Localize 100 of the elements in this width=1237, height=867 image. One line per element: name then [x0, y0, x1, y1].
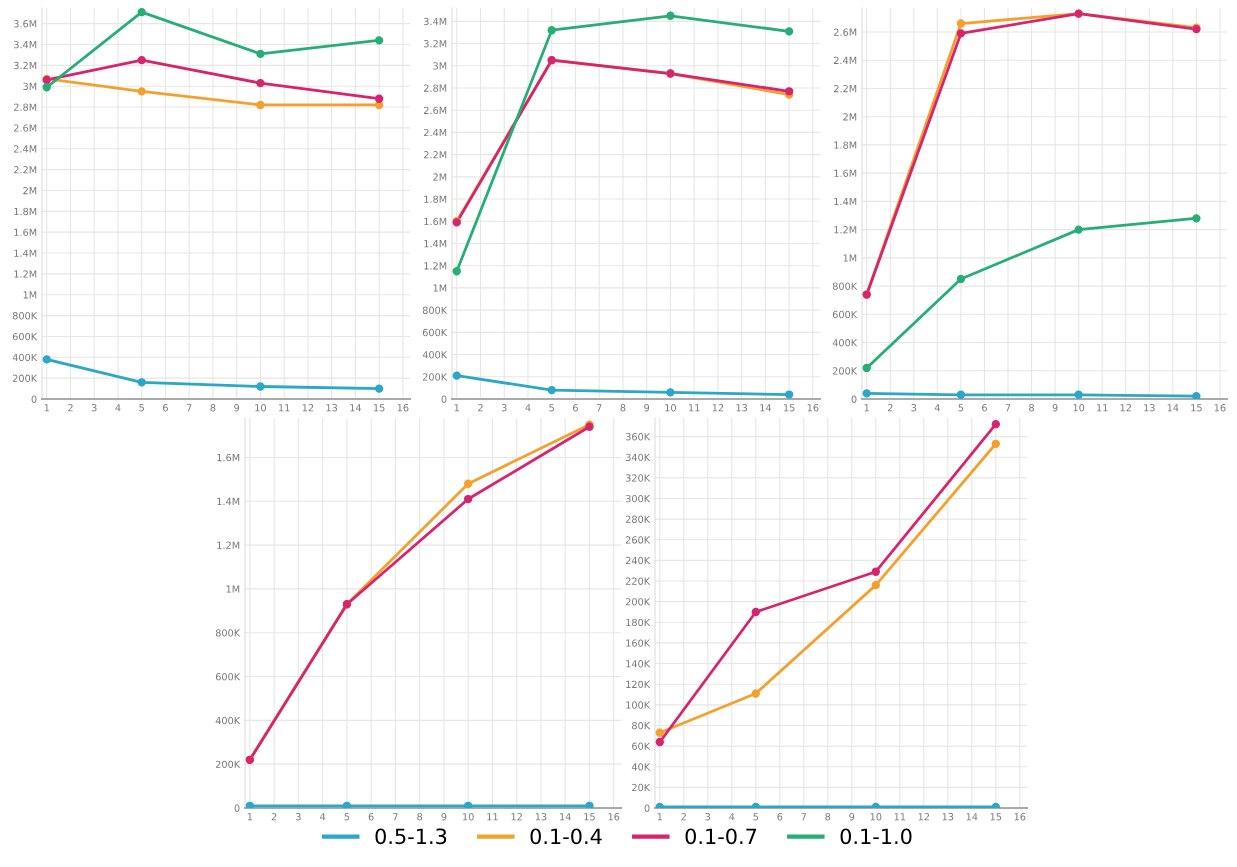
y-tick-label: 3.6M	[14, 20, 37, 28]
y-tick-label: 2.6M	[834, 28, 857, 36]
x-tick-label: 12	[302, 404, 314, 412]
y-tick-label: 400K	[422, 351, 448, 359]
legend-label: 0.1-0.4	[530, 828, 602, 845]
x-tick-label: 16	[397, 404, 409, 412]
x-tick-label: 3	[91, 404, 97, 412]
x-tick-label: 14	[760, 404, 772, 412]
y-tick-label: 1.2M	[217, 541, 240, 549]
y-tick-label: 100K	[626, 701, 651, 709]
y-tick-label: 140K	[626, 660, 651, 668]
x-tick-label: 2	[68, 404, 73, 412]
y-tick-label: 2M	[843, 113, 857, 121]
y-tick-label: 160K	[626, 639, 651, 647]
x-tick-label: 15	[374, 404, 385, 412]
y-tick-label: 1.2M	[14, 270, 37, 278]
y-tick-label: 200K	[422, 373, 448, 381]
x-tick-label: 13	[942, 813, 954, 821]
x-tick-label: 10	[255, 404, 266, 412]
y-tick-label: 1.2M	[424, 262, 447, 270]
x-tick-label: 10	[463, 813, 474, 821]
y-tick-label: 360K	[625, 433, 651, 441]
x-tick-label: 10	[870, 813, 882, 821]
y-tick-label: 340K	[625, 453, 651, 462]
y-tick-label: 600K	[12, 332, 38, 341]
x-tick-label: 9	[441, 813, 447, 821]
y-tick-label: 200K	[832, 367, 858, 375]
y-tick-label: 200K	[12, 374, 38, 382]
y-tick-label: 2.8M	[424, 84, 447, 92]
y-tick-label: 3.2M	[424, 40, 447, 48]
x-tick-label: 3	[705, 813, 711, 821]
x-tick-label: 9	[1052, 404, 1058, 412]
y-tick-label: 2M	[433, 173, 447, 181]
y-tick-label: 2.4M	[424, 128, 447, 137]
x-tick-label: 1	[247, 813, 253, 821]
x-tick-label: 2	[478, 404, 483, 412]
x-tick-label: 5	[344, 813, 350, 821]
x-tick-label: 3	[501, 404, 507, 412]
x-tick-label: 11	[279, 404, 290, 412]
legend-label: 0.1-0.7	[685, 828, 757, 845]
y-tick-label: 3.4M	[14, 40, 37, 49]
x-tick-label: 7	[801, 813, 807, 821]
x-tick-label: 11	[689, 404, 700, 412]
y-tick-label: 3.2M	[14, 61, 37, 70]
x-tick-label: 13	[535, 813, 547, 821]
x-tick-label: 15	[584, 813, 595, 821]
x-tick-label: 8	[210, 404, 216, 412]
x-tick-label: 16	[807, 404, 819, 412]
y-tick-label: 800K	[832, 282, 858, 290]
x-tick-label: 9	[644, 404, 650, 412]
x-tick-label: 6	[368, 813, 374, 821]
x-tick-label: 13	[736, 404, 748, 412]
x-tick-label: 1	[44, 404, 49, 412]
x-tick-label: 1	[657, 813, 662, 821]
x-tick-label: 9	[234, 404, 240, 412]
legend-label: 0.5-1.3	[375, 828, 447, 845]
x-tick-label: 15	[990, 813, 1002, 821]
x-tick-label: 3	[911, 404, 917, 412]
x-tick-label: 2	[887, 404, 893, 412]
x-tick-label: 12	[511, 813, 522, 821]
y-tick-label: 1.6M	[834, 169, 857, 177]
x-tick-label: 12	[918, 813, 930, 821]
x-tick-label: 8	[1029, 404, 1034, 412]
y-tick-label: 220K	[625, 577, 651, 585]
x-tick-label: 9	[849, 813, 855, 821]
y-tick-label: 2.6M	[14, 124, 37, 132]
x-tick-label: 2	[271, 813, 277, 821]
y-tick-label: 2.2M	[14, 166, 37, 174]
x-tick-label: 6	[777, 813, 783, 821]
x-tick-label: 8	[620, 404, 626, 412]
x-tick-label: 1	[454, 404, 459, 412]
x-tick-label: 13	[1144, 404, 1155, 412]
x-tick-label: 2	[681, 813, 686, 821]
y-tick-label: 1.4M	[14, 249, 37, 257]
y-tick-label: 3M	[23, 82, 37, 91]
y-tick-label: 1M	[843, 254, 857, 262]
x-tick-label: 16	[608, 813, 620, 821]
y-tick-label: 40K	[631, 763, 651, 771]
x-tick-label: 3	[296, 813, 301, 821]
y-tick-label: 1.2M	[834, 226, 857, 234]
y-tick-label: 0	[234, 804, 240, 812]
x-tick-label: 15	[1191, 404, 1202, 412]
y-tick-label: 2.8M	[14, 103, 37, 111]
y-tick-label: 2.4M	[834, 56, 857, 64]
x-tick-label: 11	[1097, 404, 1108, 412]
x-tick-label: 6	[982, 404, 987, 412]
y-tick-label: 1.6M	[424, 217, 447, 226]
y-tick-label: 320K	[625, 474, 651, 482]
y-tick-label: 400K	[215, 716, 241, 725]
y-tick-label: 1.6M	[217, 453, 240, 462]
y-tick-label: 2.6M	[424, 106, 447, 115]
x-tick-label: 10	[665, 404, 676, 412]
y-tick-label: 0	[851, 395, 857, 403]
x-tick-label: 6	[163, 404, 168, 412]
x-tick-label: 4	[934, 404, 940, 412]
x-tick-label: 5	[549, 404, 554, 412]
y-tick-label: 1.8M	[424, 195, 447, 203]
y-tick-label: 2.2M	[424, 151, 447, 159]
y-tick-label: 300K	[625, 494, 651, 503]
x-tick-label: 5	[139, 404, 144, 412]
